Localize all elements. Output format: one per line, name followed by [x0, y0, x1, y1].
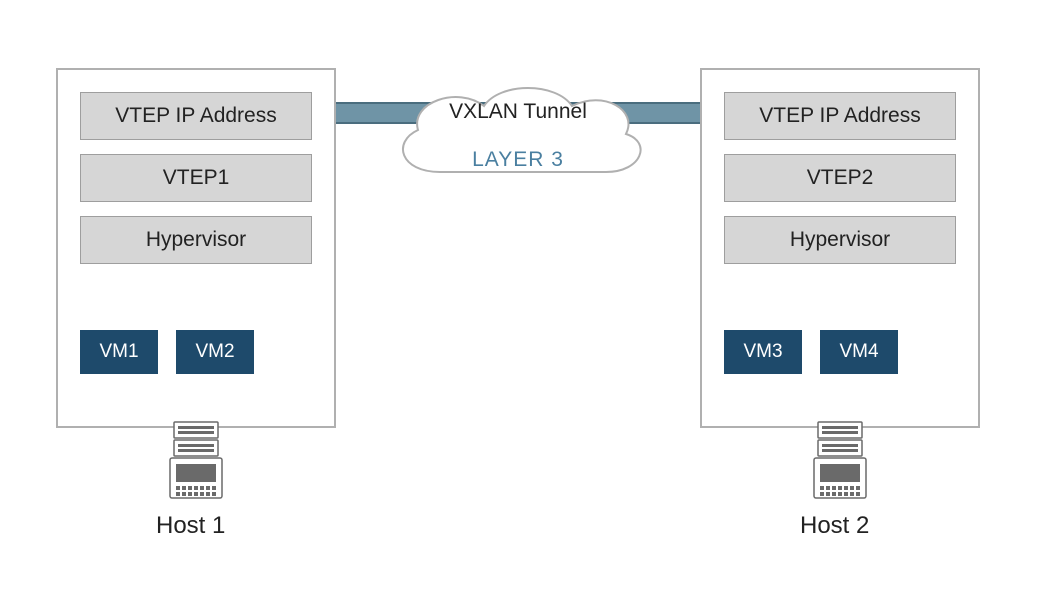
host2-vm3: VM3: [724, 330, 802, 374]
host2-box: VTEP IP Address VTEP2 Hypervisor VM3 VM4: [700, 68, 980, 428]
host1-vm1: VM1: [80, 330, 158, 374]
vxlan-diagram: VXLAN Tunnel LAYER 3 VTEP IP Address VTE…: [0, 0, 1038, 595]
host1-vms: VM1 VM2: [80, 330, 254, 374]
host1-vtep-ip: VTEP IP Address: [80, 92, 312, 140]
vxlan-tunnel-label: VXLAN Tunnel: [438, 100, 598, 124]
host1-box: VTEP IP Address VTEP1 Hypervisor VM1 VM2: [56, 68, 336, 428]
host2-server-icon: [812, 420, 868, 511]
host1-vtep: VTEP1: [80, 154, 312, 202]
layer3-label: LAYER 3: [468, 148, 568, 172]
host1-hypervisor: Hypervisor: [80, 216, 312, 264]
host1-label: Host 1: [156, 512, 225, 540]
host2-hypervisor: Hypervisor: [724, 216, 956, 264]
host1-vm2: VM2: [176, 330, 254, 374]
host2-vm4: VM4: [820, 330, 898, 374]
host1-server-icon: [168, 420, 224, 511]
layer3-cloud: [380, 76, 656, 194]
host2-vtep: VTEP2: [724, 154, 956, 202]
host2-vtep-ip: VTEP IP Address: [724, 92, 956, 140]
host2-vms: VM3 VM4: [724, 330, 898, 374]
host2-label: Host 2: [800, 512, 869, 540]
